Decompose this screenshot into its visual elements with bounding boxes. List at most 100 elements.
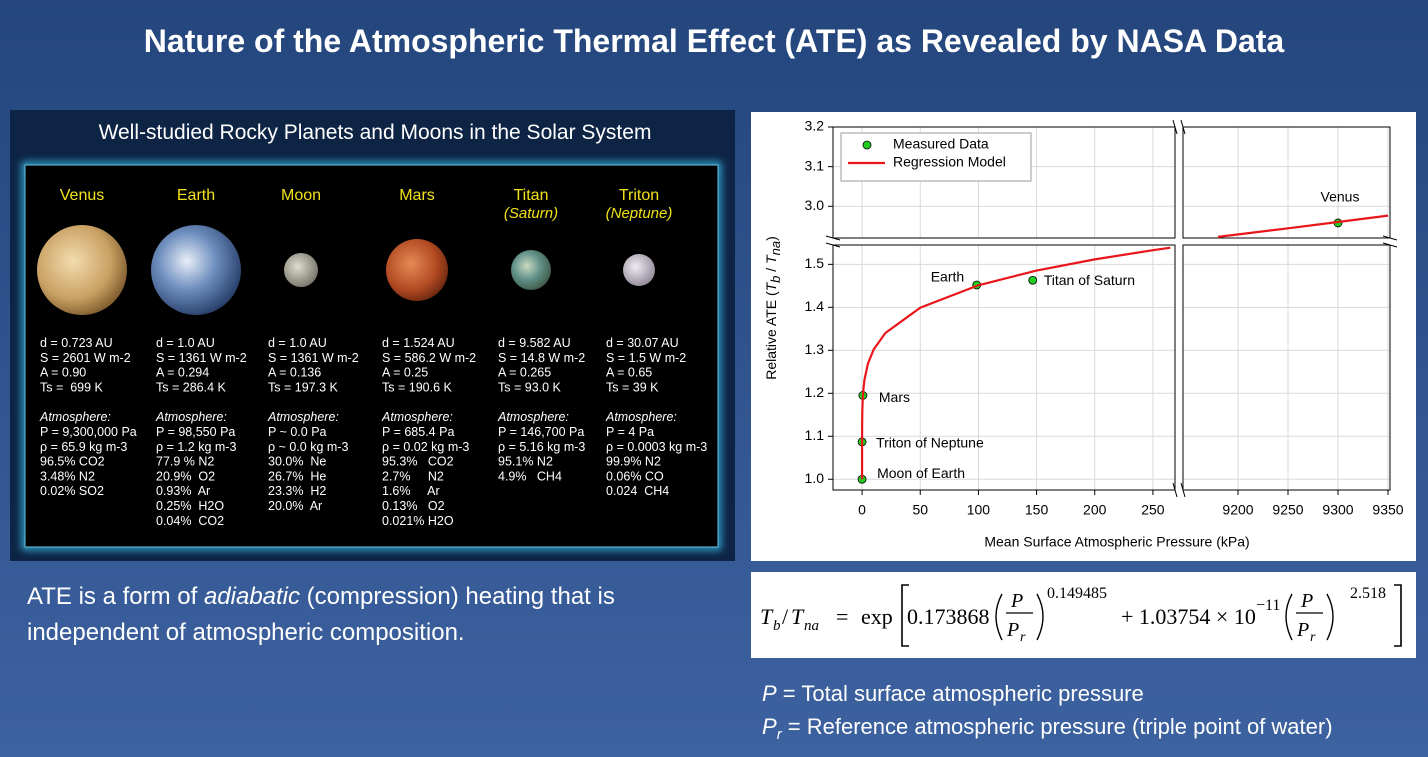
y-tick-label: 3.1	[805, 157, 825, 173]
x-tick-label: 9300	[1322, 502, 1353, 518]
planet-param: A = 0.265	[498, 366, 551, 380]
atmosphere-entry: 20.0% Ar	[268, 499, 322, 513]
planet-param: d = 9.582 AU	[498, 336, 571, 350]
x-tick-label: 200	[1083, 502, 1107, 518]
caption-text: (compression) heating that is	[300, 583, 615, 610]
atmosphere-entry: 77.9 % N2	[156, 455, 214, 469]
atmosphere-entry: 95.1% N2	[498, 455, 553, 469]
x-axis-label: Mean Surface Atmospheric Pressure (kPa)	[984, 534, 1249, 550]
legend-box	[840, 132, 1032, 182]
eq-symbol: P	[1010, 590, 1023, 612]
atmosphere-label: Atmosphere:	[39, 410, 111, 424]
atmosphere-entry: 3.48% N2	[40, 469, 95, 483]
eq-paren	[995, 593, 1003, 641]
atmosphere-entry: 30.0% Ne	[268, 455, 326, 469]
eq-exponent: 2.518	[1350, 585, 1386, 602]
eq-coefficient: + 1.03754 × 10	[1121, 604, 1256, 629]
atmosphere-entry: P = 146,700 Pa	[498, 425, 584, 439]
planet-param: A = 0.65	[606, 366, 652, 380]
x-tick-label: 100	[967, 502, 991, 518]
eq-coefficient: 0.173868	[907, 604, 990, 629]
y-tick-label: 3.0	[805, 197, 825, 213]
eq-symbol: T	[760, 604, 774, 629]
note-symbol: P	[762, 681, 777, 706]
atmosphere-entry: 20.9% O2	[156, 469, 215, 483]
x-tick-label: 9250	[1272, 502, 1303, 518]
eq-bracket	[1394, 584, 1402, 647]
slide-title: Nature of the Atmospheric Thermal Effect…	[144, 23, 1285, 59]
x-tick-label: 50	[912, 502, 928, 518]
atmosphere-entry: 95.3% CO2	[382, 455, 454, 469]
point-label: Earth	[931, 269, 964, 285]
atmosphere-label: Atmosphere:	[267, 410, 339, 424]
caption-line: ATE is a form of adiabatic (compression)…	[27, 583, 615, 610]
atmosphere-entry: 2.7% N2	[382, 469, 444, 483]
legend-swatch	[862, 140, 872, 150]
x-tick-label: 9200	[1222, 502, 1253, 518]
axis-break	[825, 242, 841, 248]
caption-line: independent of atmospheric composition.	[27, 619, 465, 646]
eq-paren	[1036, 593, 1044, 641]
eq-equals: =	[836, 604, 848, 629]
point-label: Mars	[879, 389, 910, 405]
eq-symbol: P	[1296, 619, 1309, 641]
planet-param: A = 0.25	[382, 366, 428, 380]
atmosphere-entry: P = 4 Pa	[606, 425, 654, 439]
caption-text: ATE is a form of	[27, 583, 204, 610]
eq-symbol: P	[1300, 590, 1313, 612]
axis-break	[1382, 235, 1398, 241]
planet-param: S = 1361 W m-2	[268, 351, 359, 365]
atmosphere-entry: ρ = 5.16 kg m-3	[498, 440, 585, 454]
planet-name: Titan	[514, 187, 549, 204]
planet-param: Ts = 39 K	[606, 380, 659, 394]
y-label-part: na	[768, 241, 783, 255]
plot-frame	[1182, 126, 1391, 239]
atmosphere-label: Atmosphere:	[381, 410, 453, 424]
atmosphere-label: Atmosphere:	[497, 410, 569, 424]
y-label-part: T	[763, 254, 779, 264]
atmosphere-entry: ρ = 1.2 kg m-3	[156, 440, 236, 454]
planet-name: Earth	[177, 187, 215, 204]
atmosphere-entry: 0.021% H2O	[382, 514, 454, 528]
y-label-part: /	[763, 264, 779, 276]
eq-sub: r	[1310, 630, 1316, 645]
atmosphere-entry: ρ = 65.9 kg m-3	[40, 440, 127, 454]
axis-break	[1180, 482, 1186, 498]
eq-bracket	[901, 584, 909, 647]
planet-param: S = 586.2 W m-2	[382, 351, 476, 365]
eq-symbol: P	[1006, 619, 1019, 641]
atmosphere-entry: 96.5% CO2	[40, 455, 105, 469]
eq-symbol: T	[791, 604, 805, 629]
atmosphere-entry: 0.93% Ar	[156, 484, 210, 498]
eq-sub: r	[1020, 630, 1026, 645]
note: Pr = Reference atmospheric pressure (tri…	[762, 714, 1333, 743]
planet-name: Triton	[619, 187, 659, 204]
eq-sub: na	[804, 618, 819, 634]
planet-param: d = 1.0 AU	[156, 336, 215, 350]
atmosphere-entry: 0.25% H2O	[156, 499, 224, 513]
planet-box	[24, 164, 719, 548]
y-tick-label: 1.0	[805, 470, 825, 486]
planet-image	[386, 239, 448, 301]
planet-param: A = 0.136	[268, 366, 321, 380]
atmosphere-label: Atmosphere:	[605, 410, 677, 424]
axis-break	[1172, 482, 1178, 498]
atmosphere-entry: 0.06% CO	[606, 469, 664, 483]
x-tick-label: 250	[1141, 502, 1165, 518]
y-label-part: Relative ATE (	[763, 291, 779, 380]
equation: T b / T na = exp 0.173868 P P r 0.149485…	[760, 584, 1402, 647]
planet-param: A = 0.90	[40, 366, 86, 380]
eq-sub: b	[773, 618, 781, 634]
atmosphere-entry: P = 685.4 Pa	[382, 425, 454, 439]
planet-image	[284, 253, 318, 287]
atmosphere-entry: 23.3% H2	[268, 484, 326, 498]
point-label: Moon of Earth	[877, 465, 965, 481]
axis-break	[825, 235, 841, 241]
note-sub: r	[777, 726, 783, 743]
planet-param: d = 0.723 AU	[40, 336, 113, 350]
atmosphere-entry: 99.9% N2	[606, 455, 661, 469]
atmosphere-entry: ρ = 0.0003 kg m-3	[606, 440, 707, 454]
data-point	[1028, 275, 1038, 285]
note-text: = Reference atmospheric pressure (triple…	[782, 714, 1333, 739]
